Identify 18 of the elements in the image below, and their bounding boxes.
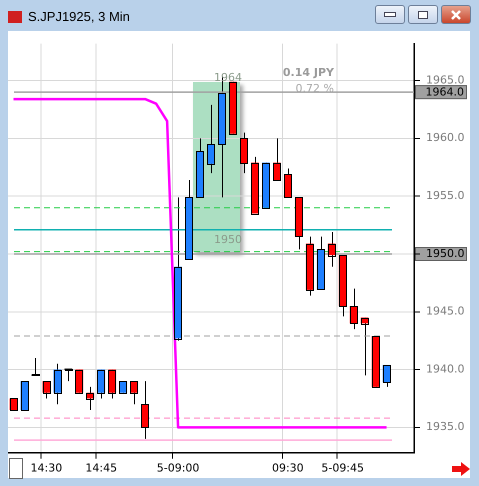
x-tick-label: 5-09:45 — [321, 461, 364, 474]
y-tick-label: 1935.0 — [426, 420, 464, 434]
x-tick-label: 14:45 — [85, 461, 118, 474]
x-tick-label: 09:30 — [272, 461, 304, 474]
annotation: 0.14 JPY — [282, 66, 336, 79]
chart-title: S.JPJ1925, 3 Min — [28, 9, 130, 24]
x-tick-label: 5-09:00 — [156, 461, 200, 474]
ref-line-label: 1964.0 — [426, 86, 464, 99]
y-tick-label: 1960.0 — [426, 131, 464, 144]
y-tick-label: 1945.0 — [426, 304, 464, 318]
y-tick-label: 1955.0 — [426, 189, 464, 202]
y-tick-label: 1965.0 — [426, 73, 464, 86]
annotation: 1964 — [214, 71, 242, 84]
y-tick-label: 1950.0 — [426, 246, 464, 260]
annotation: 1950 — [214, 232, 242, 246]
y-tick-label: 1940.0 — [426, 362, 464, 376]
annotation: 0.72 % — [296, 82, 334, 95]
x-tick-label: 14:30 — [30, 461, 62, 474]
